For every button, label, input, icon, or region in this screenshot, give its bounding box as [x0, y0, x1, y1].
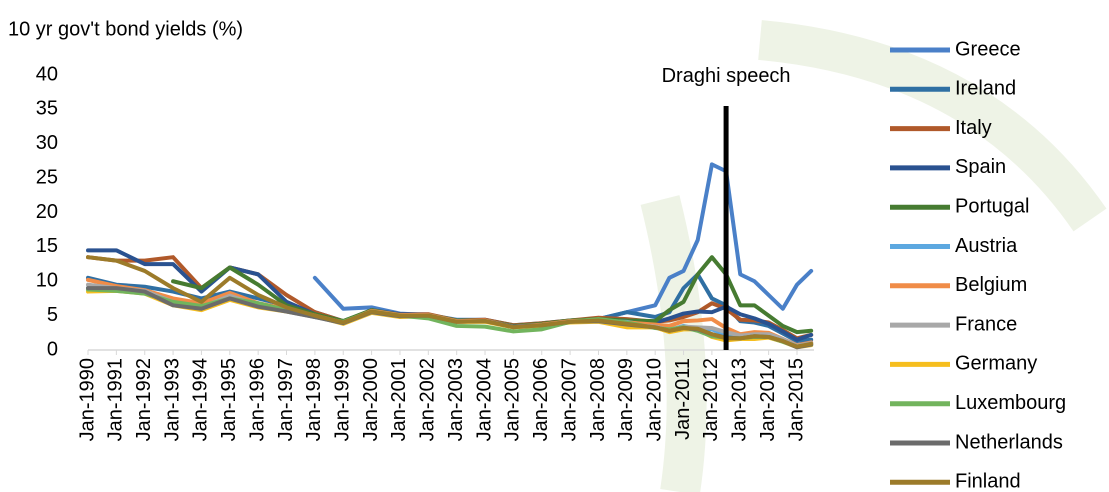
x-tick-label: Jan-1996 — [246, 358, 268, 441]
y-tick-label: 5 — [47, 304, 58, 326]
x-tick-label: Jan-1999 — [332, 358, 354, 441]
y-tick-label: 15 — [36, 235, 58, 257]
watermark-arc — [640, 195, 707, 492]
x-tick-label: Jan-2007 — [558, 358, 580, 441]
x-tick-label: Jan-2004 — [473, 358, 495, 441]
x-tick-label: Jan-2000 — [360, 358, 382, 441]
legend-label: Portugal — [955, 195, 1030, 217]
y-tick-label: 10 — [36, 270, 58, 292]
legend-label: Netherlands — [955, 431, 1063, 453]
x-tick-label: Jan-2005 — [502, 358, 524, 441]
x-tick-label: Jan-2015 — [785, 358, 807, 441]
x-tick-label: Jan-2012 — [700, 358, 722, 441]
legend-label: Spain — [955, 156, 1006, 178]
x-tick-label: Jan-2009 — [615, 358, 637, 441]
x-tick-label: Jan-2006 — [530, 358, 552, 441]
x-tick-label: Jan-2010 — [643, 358, 665, 441]
legend-label: Ireland — [955, 78, 1016, 100]
legend-label: Finland — [955, 471, 1021, 492]
annotation-text: Draghi speech — [662, 65, 791, 87]
x-tick-label: Jan-2001 — [388, 358, 410, 441]
legend-label: Italy — [955, 117, 992, 139]
x-tick-label: Jan-1990 — [76, 358, 98, 441]
legend-label: France — [955, 313, 1017, 335]
x-tick-label: Jan-2011 — [672, 358, 694, 440]
x-tick-label: Jan-2003 — [445, 358, 467, 441]
x-tick-label: Jan-1998 — [303, 358, 325, 441]
x-tick-label: Jan-1993 — [161, 358, 183, 441]
y-tick-label: 20 — [36, 201, 58, 223]
x-tick-label: Jan-2002 — [417, 358, 439, 441]
legend-label: Germany — [955, 353, 1037, 375]
watermark-arc — [758, 20, 1107, 232]
legend-label: Greece — [955, 38, 1021, 60]
x-tick-label: Jan-1994 — [190, 358, 212, 441]
x-tick-label: Jan-1991 — [105, 358, 127, 441]
watermark — [640, 20, 1107, 492]
y-tick-label: 35 — [36, 98, 58, 120]
y-tick-label: 30 — [36, 132, 58, 154]
legend-label: Austria — [955, 235, 1018, 257]
series-line — [86, 255, 814, 349]
legend-label: Luxembourg — [955, 392, 1066, 414]
x-tick-label: Jan-1992 — [133, 358, 155, 441]
x-tick-label: Jan-1997 — [275, 358, 297, 441]
legend-label: Belgium — [955, 274, 1027, 296]
y-tick-label: 0 — [47, 338, 58, 360]
x-tick-label: Jan-1995 — [218, 358, 240, 441]
x-tick-label: Jan-2008 — [587, 358, 609, 441]
y-tick-label: 25 — [36, 166, 58, 188]
x-tick-label: Jan-2013 — [729, 358, 751, 441]
chart-title: 10 yr gov't bond yields (%) — [8, 18, 243, 40]
x-tick-label: Jan-2014 — [757, 358, 779, 441]
y-tick-label: 40 — [36, 63, 58, 85]
